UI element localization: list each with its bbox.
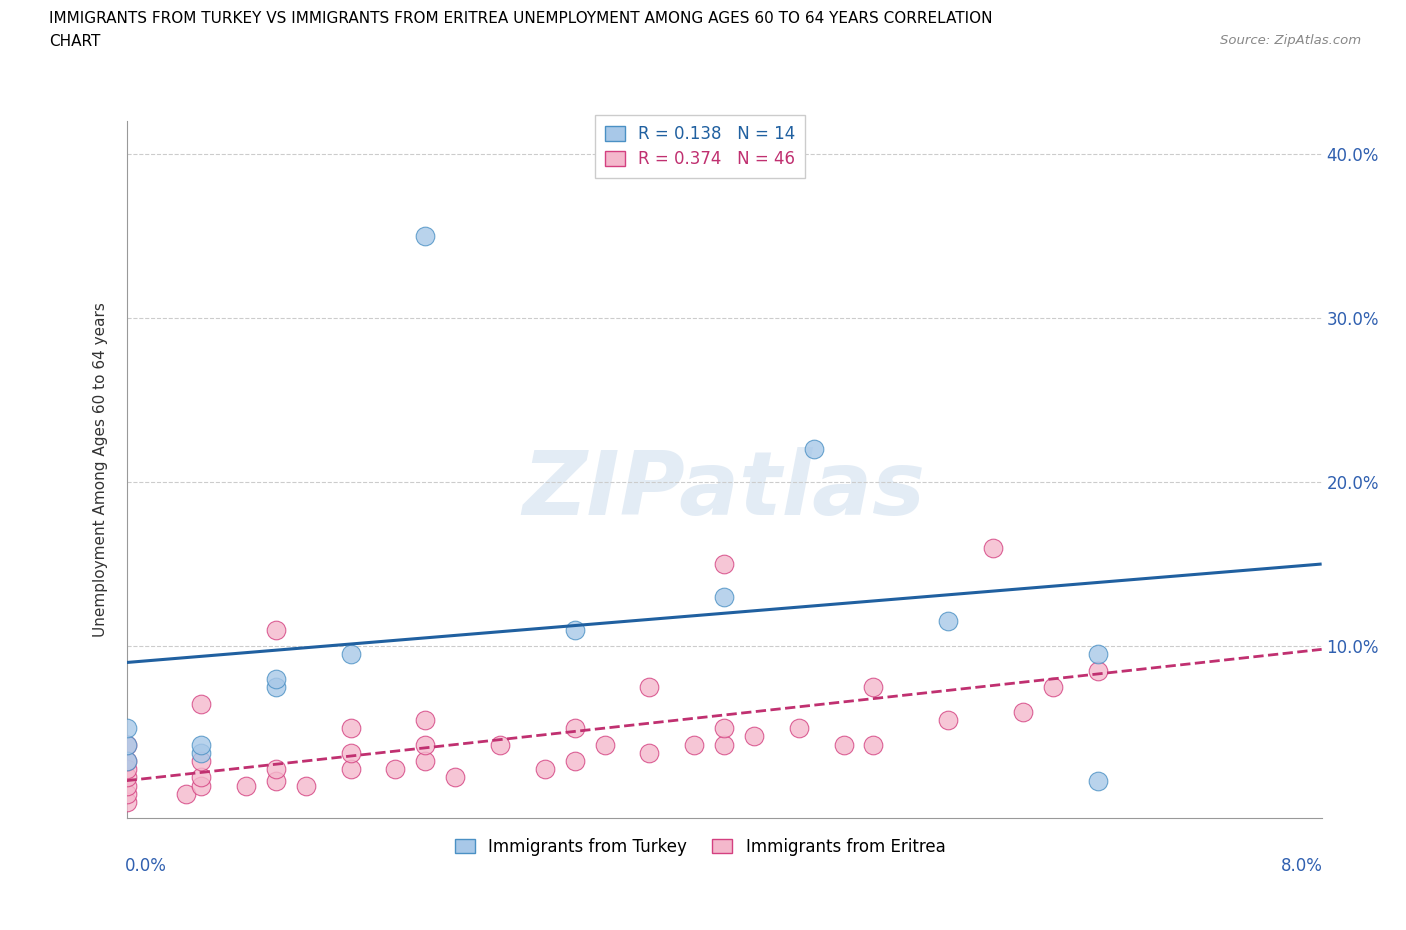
Point <box>533 762 555 777</box>
Point <box>742 729 765 744</box>
Point <box>862 680 884 695</box>
Point <box>413 737 436 752</box>
Point <box>444 770 467 785</box>
Point <box>683 737 706 752</box>
Point <box>115 737 138 752</box>
Text: ZIPatlas: ZIPatlas <box>523 447 925 534</box>
Point <box>190 753 212 768</box>
Point <box>713 737 735 752</box>
Point <box>264 622 287 637</box>
Y-axis label: Unemployment Among Ages 60 to 64 years: Unemployment Among Ages 60 to 64 years <box>93 302 108 637</box>
Point <box>264 671 287 686</box>
Point <box>1042 680 1064 695</box>
Point <box>1011 704 1033 719</box>
Point <box>1087 773 1109 788</box>
Point <box>713 721 735 736</box>
Point <box>638 745 661 760</box>
Point <box>294 778 316 793</box>
Point <box>384 762 406 777</box>
Point <box>190 778 212 793</box>
Point <box>190 745 212 760</box>
Point <box>190 770 212 785</box>
Text: CHART: CHART <box>49 34 101 49</box>
Point <box>339 745 361 760</box>
Point <box>713 590 735 604</box>
Point <box>564 721 586 736</box>
Point <box>190 737 212 752</box>
Point <box>264 762 287 777</box>
Point <box>115 753 138 768</box>
Legend: Immigrants from Turkey, Immigrants from Eritrea: Immigrants from Turkey, Immigrants from … <box>449 831 952 862</box>
Point <box>115 753 138 768</box>
Text: Source: ZipAtlas.com: Source: ZipAtlas.com <box>1220 34 1361 47</box>
Point <box>489 737 512 752</box>
Point <box>115 721 138 736</box>
Point <box>564 753 586 768</box>
Point <box>981 540 1004 555</box>
Point <box>115 737 138 752</box>
Point <box>339 762 361 777</box>
Point <box>413 753 436 768</box>
Point <box>264 680 287 695</box>
Point <box>564 622 586 637</box>
Text: IMMIGRANTS FROM TURKEY VS IMMIGRANTS FROM ERITREA UNEMPLOYMENT AMONG AGES 60 TO : IMMIGRANTS FROM TURKEY VS IMMIGRANTS FRO… <box>49 11 993 26</box>
Point <box>339 721 361 736</box>
Point <box>235 778 257 793</box>
Point <box>638 680 661 695</box>
Point <box>936 614 959 629</box>
Point <box>413 229 436 244</box>
Point <box>1087 663 1109 678</box>
Point <box>115 794 138 809</box>
Point <box>115 762 138 777</box>
Point <box>339 647 361 662</box>
Point <box>1087 647 1109 662</box>
Point <box>832 737 855 752</box>
Point <box>190 696 212 711</box>
Point <box>413 712 436 727</box>
Point <box>862 737 884 752</box>
Point <box>115 778 138 793</box>
Point <box>787 721 810 736</box>
Point <box>593 737 616 752</box>
Point <box>713 556 735 571</box>
Point <box>115 770 138 785</box>
Text: 0.0%: 0.0% <box>125 857 167 875</box>
Point <box>936 712 959 727</box>
Point <box>115 787 138 802</box>
Point <box>264 773 287 788</box>
Point <box>174 787 197 802</box>
Text: 8.0%: 8.0% <box>1281 857 1323 875</box>
Point <box>803 442 825 457</box>
